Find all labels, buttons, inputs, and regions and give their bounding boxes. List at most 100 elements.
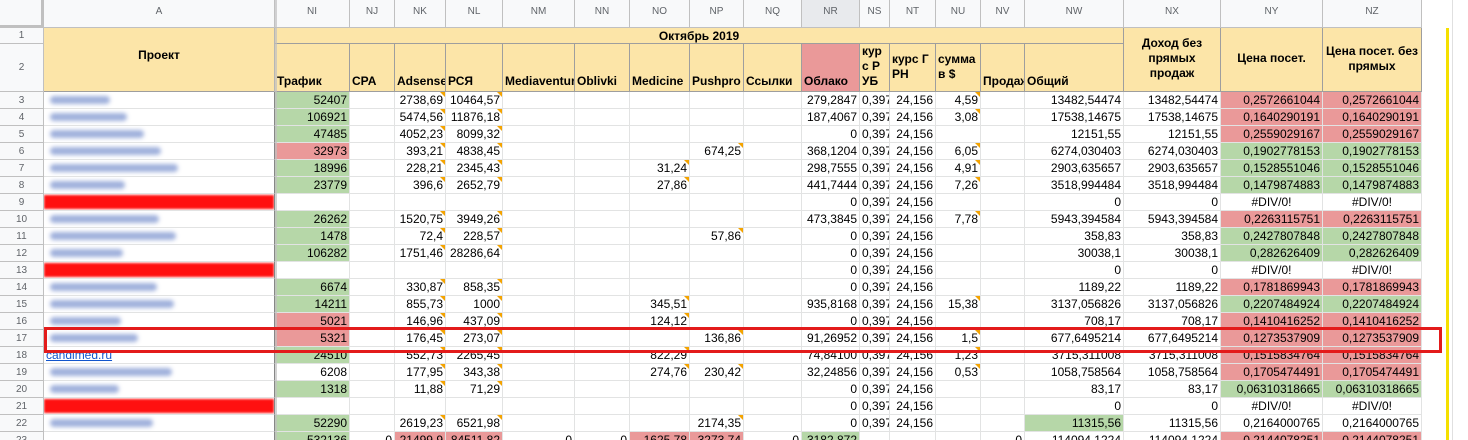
- cell-NM-21[interactable]: [503, 398, 575, 415]
- cell-NU-12[interactable]: [936, 245, 981, 262]
- cell-NL-23[interactable]: 84511,82: [446, 432, 503, 440]
- cell-NS-3[interactable]: 0,397: [860, 92, 890, 109]
- cell-NU-15[interactable]: 15,38: [936, 296, 981, 313]
- cell-NY-22[interactable]: 0,2164000765: [1221, 415, 1323, 432]
- cell-NX-22[interactable]: 11315,56: [1124, 415, 1221, 432]
- cell-NO-11[interactable]: [630, 228, 690, 245]
- cell-NZ-14[interactable]: 0,1781869943: [1323, 279, 1422, 296]
- cell-NY-8[interactable]: 0,1479874883: [1221, 177, 1323, 194]
- cell-NW-9[interactable]: 0: [1025, 194, 1124, 211]
- cell-NQ-15[interactable]: [744, 296, 802, 313]
- cell-NM-16[interactable]: [503, 313, 575, 330]
- cell-NS-13[interactable]: 0,397: [860, 262, 890, 279]
- cell-NP-6[interactable]: 674,25: [690, 143, 744, 160]
- cell-NI-18[interactable]: 24510: [275, 347, 350, 364]
- cell-NO-4[interactable]: [630, 109, 690, 126]
- cell-NM-8[interactable]: [503, 177, 575, 194]
- cell-NP-20[interactable]: [690, 381, 744, 398]
- row-header-4[interactable]: 4: [0, 109, 44, 126]
- cell-NP-4[interactable]: [690, 109, 744, 126]
- cell-NK-15[interactable]: 855,73: [395, 296, 446, 313]
- cell-NK-6[interactable]: 393,21: [395, 143, 446, 160]
- cell-NZ-22[interactable]: 0,2164000765: [1323, 415, 1422, 432]
- site-link[interactable]: candimed.ru: [46, 348, 113, 362]
- cell-NN-19[interactable]: [575, 364, 630, 381]
- cell-NY-6[interactable]: 0,1902778153: [1221, 143, 1323, 160]
- cell-NW-11[interactable]: 358,83: [1025, 228, 1124, 245]
- cell-NI-9[interactable]: [275, 194, 350, 211]
- cell-NR-21[interactable]: 0: [802, 398, 860, 415]
- column-header-NQ[interactable]: NQ: [744, 0, 802, 28]
- cell-NP-16[interactable]: [690, 313, 744, 330]
- cell-NR-20[interactable]: 0: [802, 381, 860, 398]
- column-header-NN[interactable]: NN: [575, 0, 630, 28]
- cell-NS-16[interactable]: 0,397: [860, 313, 890, 330]
- project-cell[interactable]: [44, 279, 275, 296]
- cell-NS-6[interactable]: 0,397: [860, 143, 890, 160]
- cell-NT-18[interactable]: 24,156: [890, 347, 936, 364]
- cell-NR-13[interactable]: 0: [802, 262, 860, 279]
- cell-NJ-5[interactable]: [350, 126, 395, 143]
- row-header-19[interactable]: 19: [0, 364, 44, 381]
- cell-NV-16[interactable]: [981, 313, 1025, 330]
- cell-NO-10[interactable]: [630, 211, 690, 228]
- cell-NN-4[interactable]: [575, 109, 630, 126]
- vertical-scrollbar[interactable]: [1452, 0, 1468, 440]
- cell-NO-5[interactable]: [630, 126, 690, 143]
- cell-NP-11[interactable]: 57,86: [690, 228, 744, 245]
- cell-NZ-16[interactable]: 0,1410416252: [1323, 313, 1422, 330]
- cell-NQ-19[interactable]: [744, 364, 802, 381]
- cell-NR-10[interactable]: 473,3845: [802, 211, 860, 228]
- cell-NQ-3[interactable]: [744, 92, 802, 109]
- cell-NO-21[interactable]: [630, 398, 690, 415]
- cell-NS-20[interactable]: 0,397: [860, 381, 890, 398]
- cell-NM-4[interactable]: [503, 109, 575, 126]
- column-header-NZ[interactable]: NZ: [1323, 0, 1422, 28]
- project-cell[interactable]: [44, 330, 275, 347]
- cell-NW-23[interactable]: 114094,1224: [1025, 432, 1124, 440]
- cell-NM-20[interactable]: [503, 381, 575, 398]
- cell-NL-3[interactable]: 10464,57: [446, 92, 503, 109]
- cell-NQ-5[interactable]: [744, 126, 802, 143]
- cell-NM-10[interactable]: [503, 211, 575, 228]
- cell-NL-6[interactable]: 4838,45: [446, 143, 503, 160]
- column-header-NY[interactable]: NY: [1221, 0, 1323, 28]
- cell-NU-10[interactable]: 7,78: [936, 211, 981, 228]
- cell-NJ-12[interactable]: [350, 245, 395, 262]
- cell-NR-7[interactable]: 298,7555: [802, 160, 860, 177]
- cell-NR-14[interactable]: 0: [802, 279, 860, 296]
- cell-NW-7[interactable]: 2903,635657: [1025, 160, 1124, 177]
- cell-NI-8[interactable]: 23779: [275, 177, 350, 194]
- cell-NQ-8[interactable]: [744, 177, 802, 194]
- cell-NX-5[interactable]: 12151,55: [1124, 126, 1221, 143]
- cell-NQ-6[interactable]: [744, 143, 802, 160]
- cell-NR-18[interactable]: 74,84100: [802, 347, 860, 364]
- cell-NT-22[interactable]: 24,156: [890, 415, 936, 432]
- cell-NJ-15[interactable]: [350, 296, 395, 313]
- cell-NN-14[interactable]: [575, 279, 630, 296]
- cell-NZ-23[interactable]: 0,2144078251: [1323, 432, 1422, 440]
- cell-NN-3[interactable]: [575, 92, 630, 109]
- cell-NN-10[interactable]: [575, 211, 630, 228]
- cell-NW-5[interactable]: 12151,55: [1025, 126, 1124, 143]
- column-header-NJ[interactable]: NJ: [350, 0, 395, 28]
- cell-NQ-23[interactable]: 0: [744, 432, 802, 440]
- cell-NY-11[interactable]: 0,2427807848: [1221, 228, 1323, 245]
- column-header-NT[interactable]: NT: [890, 0, 936, 28]
- cell-NT-9[interactable]: 24,156: [890, 194, 936, 211]
- cell-NN-11[interactable]: [575, 228, 630, 245]
- project-cell[interactable]: [44, 432, 275, 440]
- cell-NP-3[interactable]: [690, 92, 744, 109]
- cell-NY-15[interactable]: 0,2207484924: [1221, 296, 1323, 313]
- cell-NQ-13[interactable]: [744, 262, 802, 279]
- cell-NT-4[interactable]: 24,156: [890, 109, 936, 126]
- cell-NO-19[interactable]: 274,76: [630, 364, 690, 381]
- cell-NV-5[interactable]: [981, 126, 1025, 143]
- project-cell[interactable]: [44, 194, 275, 211]
- cell-NM-5[interactable]: [503, 126, 575, 143]
- cell-NZ-9[interactable]: #DIV/0!: [1323, 194, 1422, 211]
- cell-NK-3[interactable]: 2738,69: [395, 92, 446, 109]
- cell-NR-4[interactable]: 187,4067: [802, 109, 860, 126]
- cell-NI-3[interactable]: 52407: [275, 92, 350, 109]
- project-cell[interactable]: [44, 126, 275, 143]
